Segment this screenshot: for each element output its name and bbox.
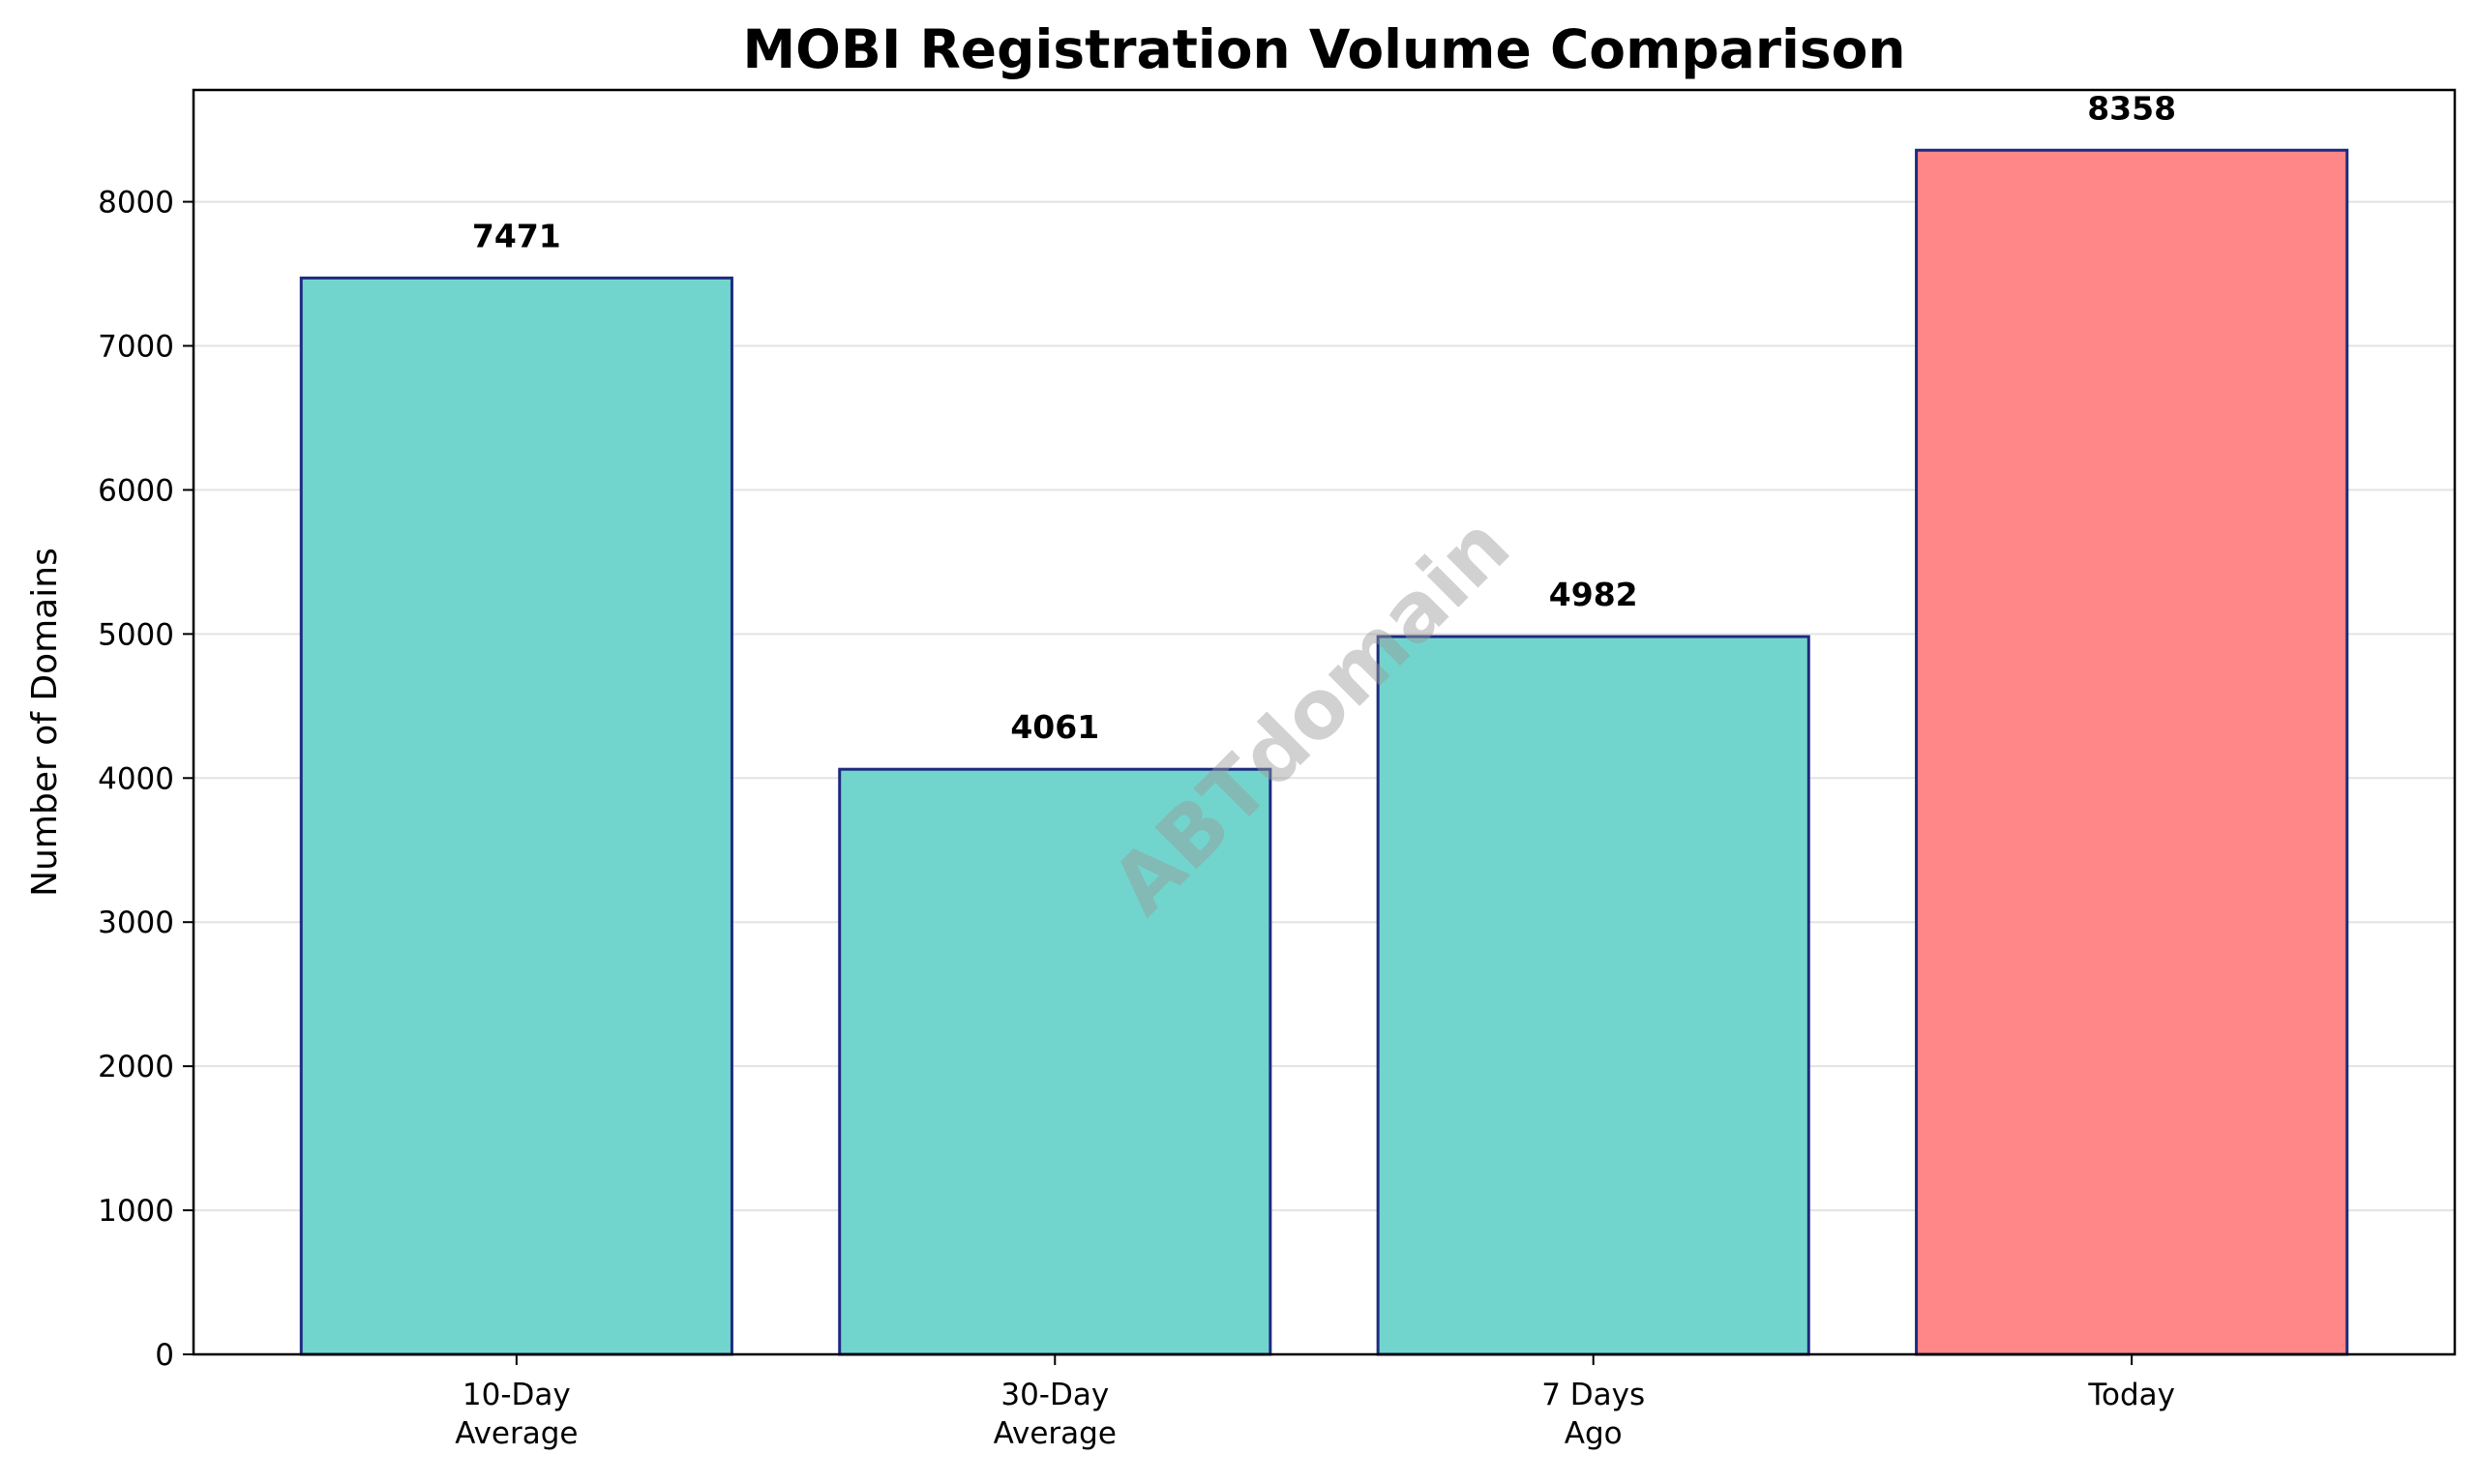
y-tick-label: 7000 [98,329,174,364]
y-tick-label: 4000 [98,761,174,796]
value-label: 7471 [472,217,561,254]
x-tick-label: Today [2087,1378,2175,1412]
y-tick-label: 0 [155,1338,174,1373]
y-tick-label: 2000 [98,1050,174,1084]
y-axis-ticks: 0 1000 2000 3000 4000 5000 6000 7000 8000 [98,186,194,1373]
x-tick-label: 10-Day Average [455,1378,578,1451]
value-labels: 7471 4061 4982 8358 [472,89,2176,746]
x-tick-label: 7 Days Ago [1541,1378,1645,1451]
x-axis-ticks: 10-Day Average 30-Day Average 7 Days Ago Today [455,1354,2175,1451]
y-axis-label: Number of Domains [25,548,65,897]
plot-frame [192,88,2457,1356]
bars [299,148,2349,1356]
y-tick-label: 5000 [98,617,174,652]
y-tick-label: 8000 [98,186,174,221]
chart-title: MOBI Registration Volume Comparison [742,18,1905,80]
y-tick-label: 6000 [98,473,174,508]
y-tick-label: 1000 [98,1194,174,1229]
x-tick-label: 30-Day Average [994,1378,1117,1451]
bar-0 [299,276,733,1356]
value-label: 8358 [2087,89,2176,127]
bar-3 [1915,148,2349,1356]
value-label: 4982 [1549,576,1638,613]
value-label: 4061 [1010,708,1099,746]
y-tick-label: 3000 [98,905,174,940]
bar-2 [1376,635,1810,1356]
bar-1 [838,767,1272,1356]
